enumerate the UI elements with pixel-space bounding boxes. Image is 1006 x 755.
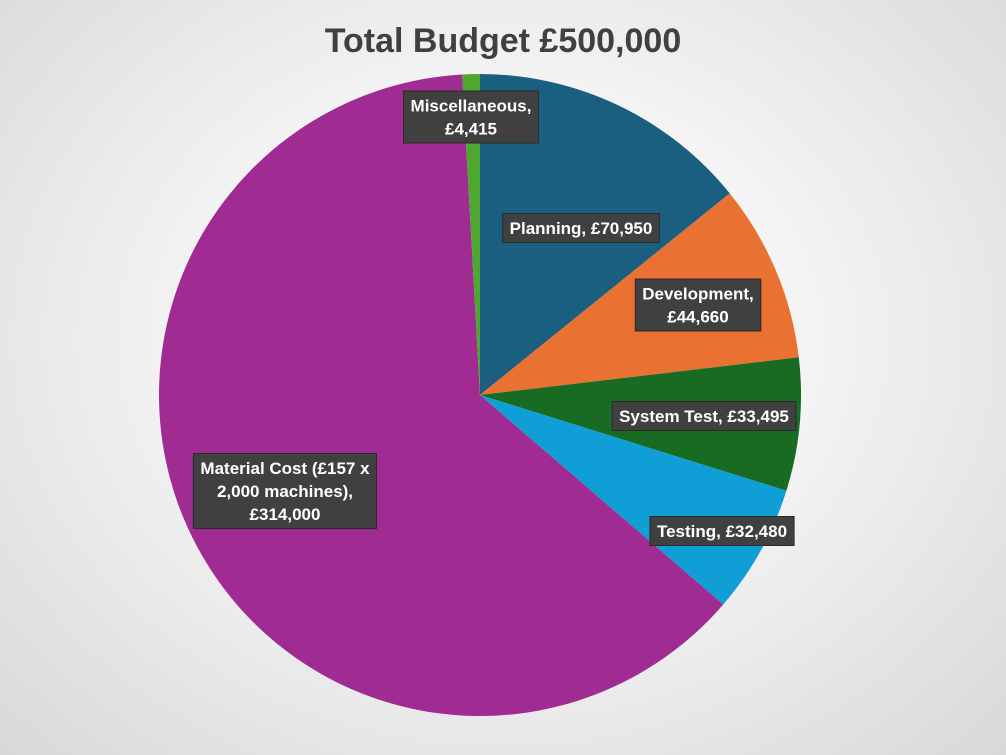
data-label-text: £4,415 <box>445 120 497 139</box>
data-labels-layer: Planning, £70,950 Development, £44,660 Syst… <box>192 90 797 546</box>
pie-slice-material-cost-157-x-2-000-machines <box>159 74 724 716</box>
data-label-box <box>192 453 377 529</box>
pie-slice-miscellaneous <box>462 73 480 395</box>
chart-title: Total Budget £500,000 <box>325 22 682 60</box>
data-label-planning: Planning, £70,950 <box>502 213 660 243</box>
data-label-text: Material Cost (£157 x <box>200 459 370 478</box>
data-label-text: Development, <box>642 285 753 304</box>
data-label-text: Planning, £70,950 <box>510 219 653 238</box>
data-label-box <box>611 401 797 431</box>
data-label-text: 2,000 machines), <box>217 482 353 501</box>
data-label-text: Testing, £32,480 <box>657 522 787 541</box>
data-label-miscellaneous: Miscellaneous, £4,415 <box>403 90 539 144</box>
data-label-system-test: System Test, £33,495 <box>611 401 797 431</box>
data-label-text: £314,000 <box>250 505 321 524</box>
data-label-box <box>649 516 795 546</box>
slices-layer <box>159 73 802 716</box>
data-label-text: £44,660 <box>667 308 728 327</box>
data-label-testing: Testing, £32,480 <box>649 516 795 546</box>
data-label-development: Development, £44,660 <box>634 278 762 332</box>
data-label-box <box>403 90 539 144</box>
data-label-material-cost-157-x-2-000-machines: Material Cost (£157 x 2,000 machines), £31… <box>192 453 377 529</box>
data-label-box <box>634 278 762 332</box>
data-label-text: Miscellaneous, <box>411 97 532 116</box>
data-label-text: System Test, £33,495 <box>619 407 789 426</box>
data-label-box <box>502 213 660 243</box>
pie-slice-testing <box>480 395 787 605</box>
